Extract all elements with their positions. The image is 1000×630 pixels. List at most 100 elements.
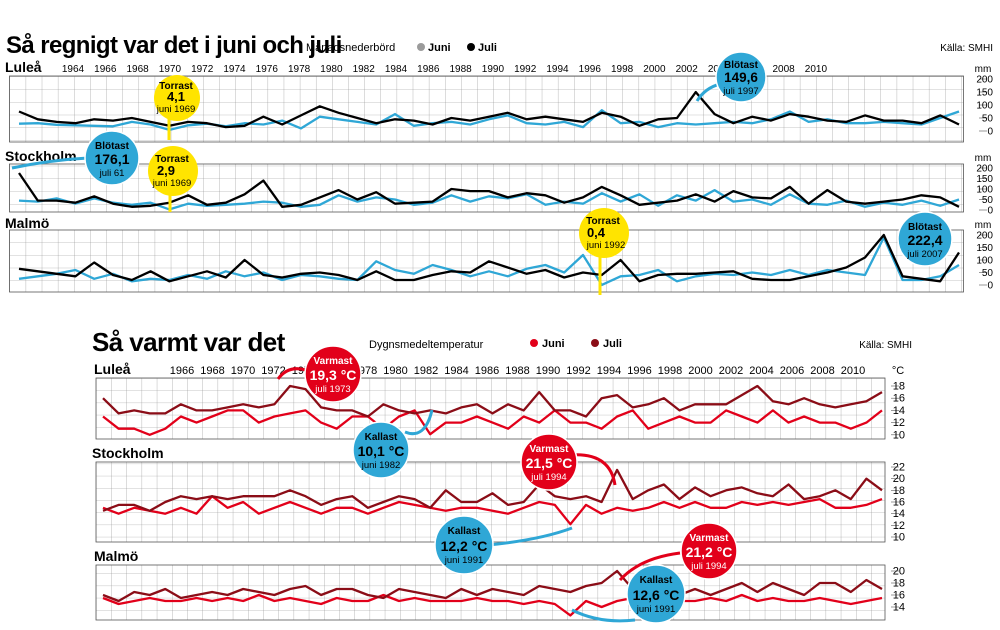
rain-callout-stockholm-wet: Blötast 176,1 juli 61 — [11, 130, 140, 186]
year-label: 1988 — [449, 64, 472, 75]
rain-unit-label: mm — [975, 64, 992, 75]
year-label: 1982 — [414, 365, 438, 377]
year-label: 2008 — [772, 64, 795, 75]
rain-series-layer — [18, 90, 960, 132]
y-tick-label: 14 — [893, 508, 905, 520]
rain-unit-label: mm — [975, 153, 992, 164]
y-tick-label: 14 — [893, 405, 905, 417]
year-label: 1968 — [200, 365, 224, 377]
rain-source: Källa: SMHI — [940, 43, 993, 54]
year-label: 1990 — [536, 365, 560, 377]
temp-callout-stockholm-cold: Kallast 12,2 °C juni 1991 — [434, 515, 573, 575]
callout-value: 10,1 °C — [358, 443, 405, 459]
rain-legend: Juni Juli — [417, 42, 497, 54]
y-tick-label: 200 — [976, 231, 993, 242]
temp-subtitle: Dygnsmedeltemperatur — [369, 339, 484, 351]
y-tick-label: 14 — [893, 602, 905, 614]
june-rain-line — [18, 236, 960, 287]
callout-date: juli 2007 — [906, 249, 942, 260]
y-tick-label: 150 — [976, 243, 993, 254]
callout-value: 149,6 — [724, 70, 758, 85]
temp-series-layer — [102, 384, 883, 436]
cold-bubble — [352, 421, 410, 479]
temp-legend-june: Juni — [542, 338, 565, 350]
rain-legend-june-marker — [417, 43, 425, 51]
year-label: 2010 — [805, 64, 828, 75]
y-tick-label: 20 — [893, 566, 905, 578]
temp-legend-july: Juli — [603, 338, 622, 350]
y-tick-label: 20 — [893, 473, 905, 485]
year-label: 2000 — [688, 365, 712, 377]
y-tick-label: 18 — [893, 578, 905, 590]
year-label: 1980 — [383, 365, 407, 377]
panel-city-label: Stockholm — [92, 445, 164, 461]
callout-date: juli 61 — [99, 168, 125, 179]
year-label: 2006 — [780, 365, 804, 377]
july-temp-line — [102, 384, 883, 418]
callout-head: Kallast — [448, 526, 481, 537]
y-tick-label: 50 — [982, 195, 994, 206]
warm-bubble — [304, 345, 362, 403]
callout-pointer — [571, 608, 636, 623]
y-tick-label: 18 — [893, 381, 905, 393]
wet-bubble — [897, 211, 953, 267]
callout-date: juni 1969 — [156, 104, 196, 115]
wet-bubble — [715, 51, 767, 103]
rain-legend-july-marker — [467, 43, 475, 51]
y-tick-label: 22 — [893, 462, 905, 474]
temp-callout-malmo-cold: Kallast 12,6 °C juni 1991 — [571, 564, 686, 624]
dry-bubble — [579, 208, 629, 258]
callout-head: Varmast — [314, 356, 354, 367]
rain-series-layer — [18, 233, 960, 287]
y-tick-label: 150 — [976, 174, 993, 185]
year-label: 1970 — [159, 64, 182, 75]
callout-head: Torrast — [155, 154, 189, 165]
callout-pointer — [276, 367, 307, 380]
y-tick-label: 12 — [893, 417, 905, 429]
rain-panel-grid — [9, 75, 964, 143]
callout-head: Varmast — [690, 533, 730, 544]
callout-date: juni 1982 — [361, 460, 401, 471]
year-label: 1966 — [170, 365, 194, 377]
callout-date: juli 1973 — [314, 384, 350, 395]
june-rain-line — [18, 109, 960, 132]
callout-value: 12,2 °C — [441, 538, 488, 554]
y-tick-label: 100 — [976, 185, 993, 196]
year-label: 1964 — [62, 64, 85, 75]
y-tick-label: 50 — [982, 114, 994, 125]
callout-head: Blötast — [908, 222, 943, 233]
callout-head: Kallast — [365, 432, 398, 443]
temp-callout-malmo-warm: Varmast 21,2 °C juli 1994 — [618, 522, 738, 582]
year-label: 1968 — [126, 64, 149, 75]
year-label: 1982 — [353, 64, 376, 75]
year-label: 1978 — [288, 64, 311, 75]
july-rain-line — [18, 172, 960, 208]
year-label: 1992 — [514, 64, 537, 75]
rain-panel-grid — [9, 229, 964, 293]
temp-panel-grid — [95, 461, 886, 543]
callout-pointer — [11, 156, 89, 170]
june-temp-line — [102, 593, 883, 617]
temp-panel-grid — [95, 377, 886, 440]
callout-date: juni 1991 — [636, 604, 676, 615]
y-tick-label: 16 — [893, 590, 905, 602]
year-label: 1990 — [482, 64, 505, 75]
y-tick-label: 50 — [982, 268, 994, 279]
panel-city-label: Malmö — [94, 548, 138, 564]
callout-head: Kallast — [640, 575, 673, 586]
dry-bubble — [148, 146, 198, 196]
june-rain-line — [18, 188, 960, 211]
callout-value: 222,4 — [907, 232, 942, 248]
callout-value: 2,9 — [157, 163, 175, 178]
year-label: 1980 — [320, 64, 343, 75]
temp-legend-july-marker — [591, 339, 599, 347]
temp-series-layer — [102, 569, 883, 617]
